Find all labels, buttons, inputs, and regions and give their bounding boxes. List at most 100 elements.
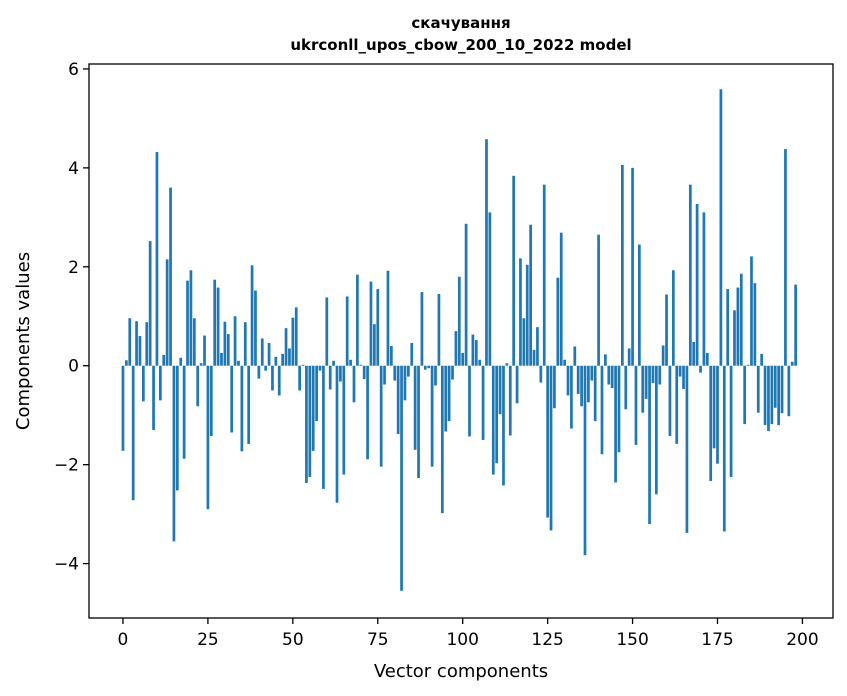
bar: [464, 223, 468, 366]
bar: [413, 365, 417, 450]
bar: [189, 270, 193, 366]
bar: [243, 322, 247, 366]
bar: [726, 289, 730, 366]
bar: [162, 354, 166, 366]
plot-frame: [88, 63, 834, 619]
bar: [260, 338, 264, 366]
bar: [376, 289, 380, 366]
bar: [621, 164, 624, 366]
bar: [502, 365, 505, 486]
x-tick-label: 175: [701, 630, 733, 650]
bar: [277, 365, 281, 396]
bar: [695, 203, 699, 366]
bar: [148, 241, 152, 366]
bar: [437, 294, 441, 366]
bar: [481, 365, 485, 440]
bar: [403, 365, 407, 401]
bar: [294, 307, 298, 366]
bar: [651, 365, 655, 384]
bar: [634, 365, 638, 445]
bar: [301, 364, 305, 366]
bar: [733, 310, 736, 366]
bar: [318, 365, 322, 371]
bar: [549, 365, 553, 531]
bar: [199, 363, 203, 366]
bar: [322, 365, 325, 489]
bar: [152, 365, 155, 431]
bar: [457, 276, 461, 366]
bar: [488, 212, 492, 366]
bar: [777, 365, 780, 426]
bar: [519, 258, 522, 366]
bar: [539, 365, 543, 383]
bar: [359, 364, 363, 366]
bar: [750, 256, 753, 366]
bar: [512, 175, 516, 366]
bar: [474, 340, 478, 366]
y-tick-label: 2: [68, 258, 79, 278]
bar: [542, 184, 546, 366]
bar: [240, 365, 244, 452]
bar: [332, 360, 335, 366]
bar: [335, 365, 339, 503]
bar: [175, 365, 179, 491]
bar: [546, 365, 549, 518]
bar: [471, 334, 475, 366]
chart-subtitle: ukrconll_upos_cbow_200_10_2022 model: [290, 36, 631, 54]
bar: [553, 365, 556, 409]
bar: [182, 365, 186, 459]
bar: [121, 365, 125, 451]
bar: [461, 352, 465, 366]
bar: [661, 345, 665, 366]
bar: [658, 365, 662, 385]
bar: [736, 287, 740, 366]
bar: [393, 365, 397, 381]
bar: [366, 365, 369, 460]
bar: [719, 89, 723, 366]
bar: [763, 365, 767, 426]
bar: [444, 365, 448, 432]
bar: [559, 232, 563, 366]
bar: [128, 318, 132, 366]
bar: [315, 365, 318, 422]
bar: [610, 365, 614, 388]
bar: [743, 365, 747, 425]
bar: [790, 361, 794, 366]
bar: [773, 365, 777, 408]
bar: [373, 324, 376, 366]
bar: [756, 365, 760, 413]
bar: [641, 365, 645, 413]
bar: [478, 359, 482, 366]
bar: [709, 365, 713, 481]
bar: [468, 365, 471, 437]
bar: [352, 365, 356, 403]
y-tick-label: 4: [68, 159, 79, 179]
bar: [631, 167, 634, 366]
bar: [576, 365, 580, 394]
bar: [624, 365, 628, 410]
bar: [356, 274, 359, 366]
bar: [600, 365, 604, 455]
bar: [220, 352, 223, 366]
x-axis-ticks: 0 25 50 75 100 125 150 175 200: [118, 618, 819, 650]
bar: [342, 365, 346, 475]
bar: [311, 365, 315, 451]
bar: [454, 331, 458, 366]
bar: [617, 365, 621, 453]
bar: [485, 139, 488, 366]
x-axis-label: Vector components: [374, 661, 548, 682]
bar: [131, 365, 135, 501]
bar: [587, 365, 590, 403]
bar: [138, 336, 142, 366]
bar: [305, 365, 308, 483]
bar: [345, 296, 349, 366]
bar: [451, 365, 454, 380]
bar: [257, 365, 261, 379]
bar: [267, 342, 271, 366]
bar: [614, 365, 617, 483]
x-tick-label: 50: [282, 630, 304, 650]
bar: [386, 270, 390, 366]
bar: [430, 365, 434, 467]
bar: [369, 281, 373, 366]
